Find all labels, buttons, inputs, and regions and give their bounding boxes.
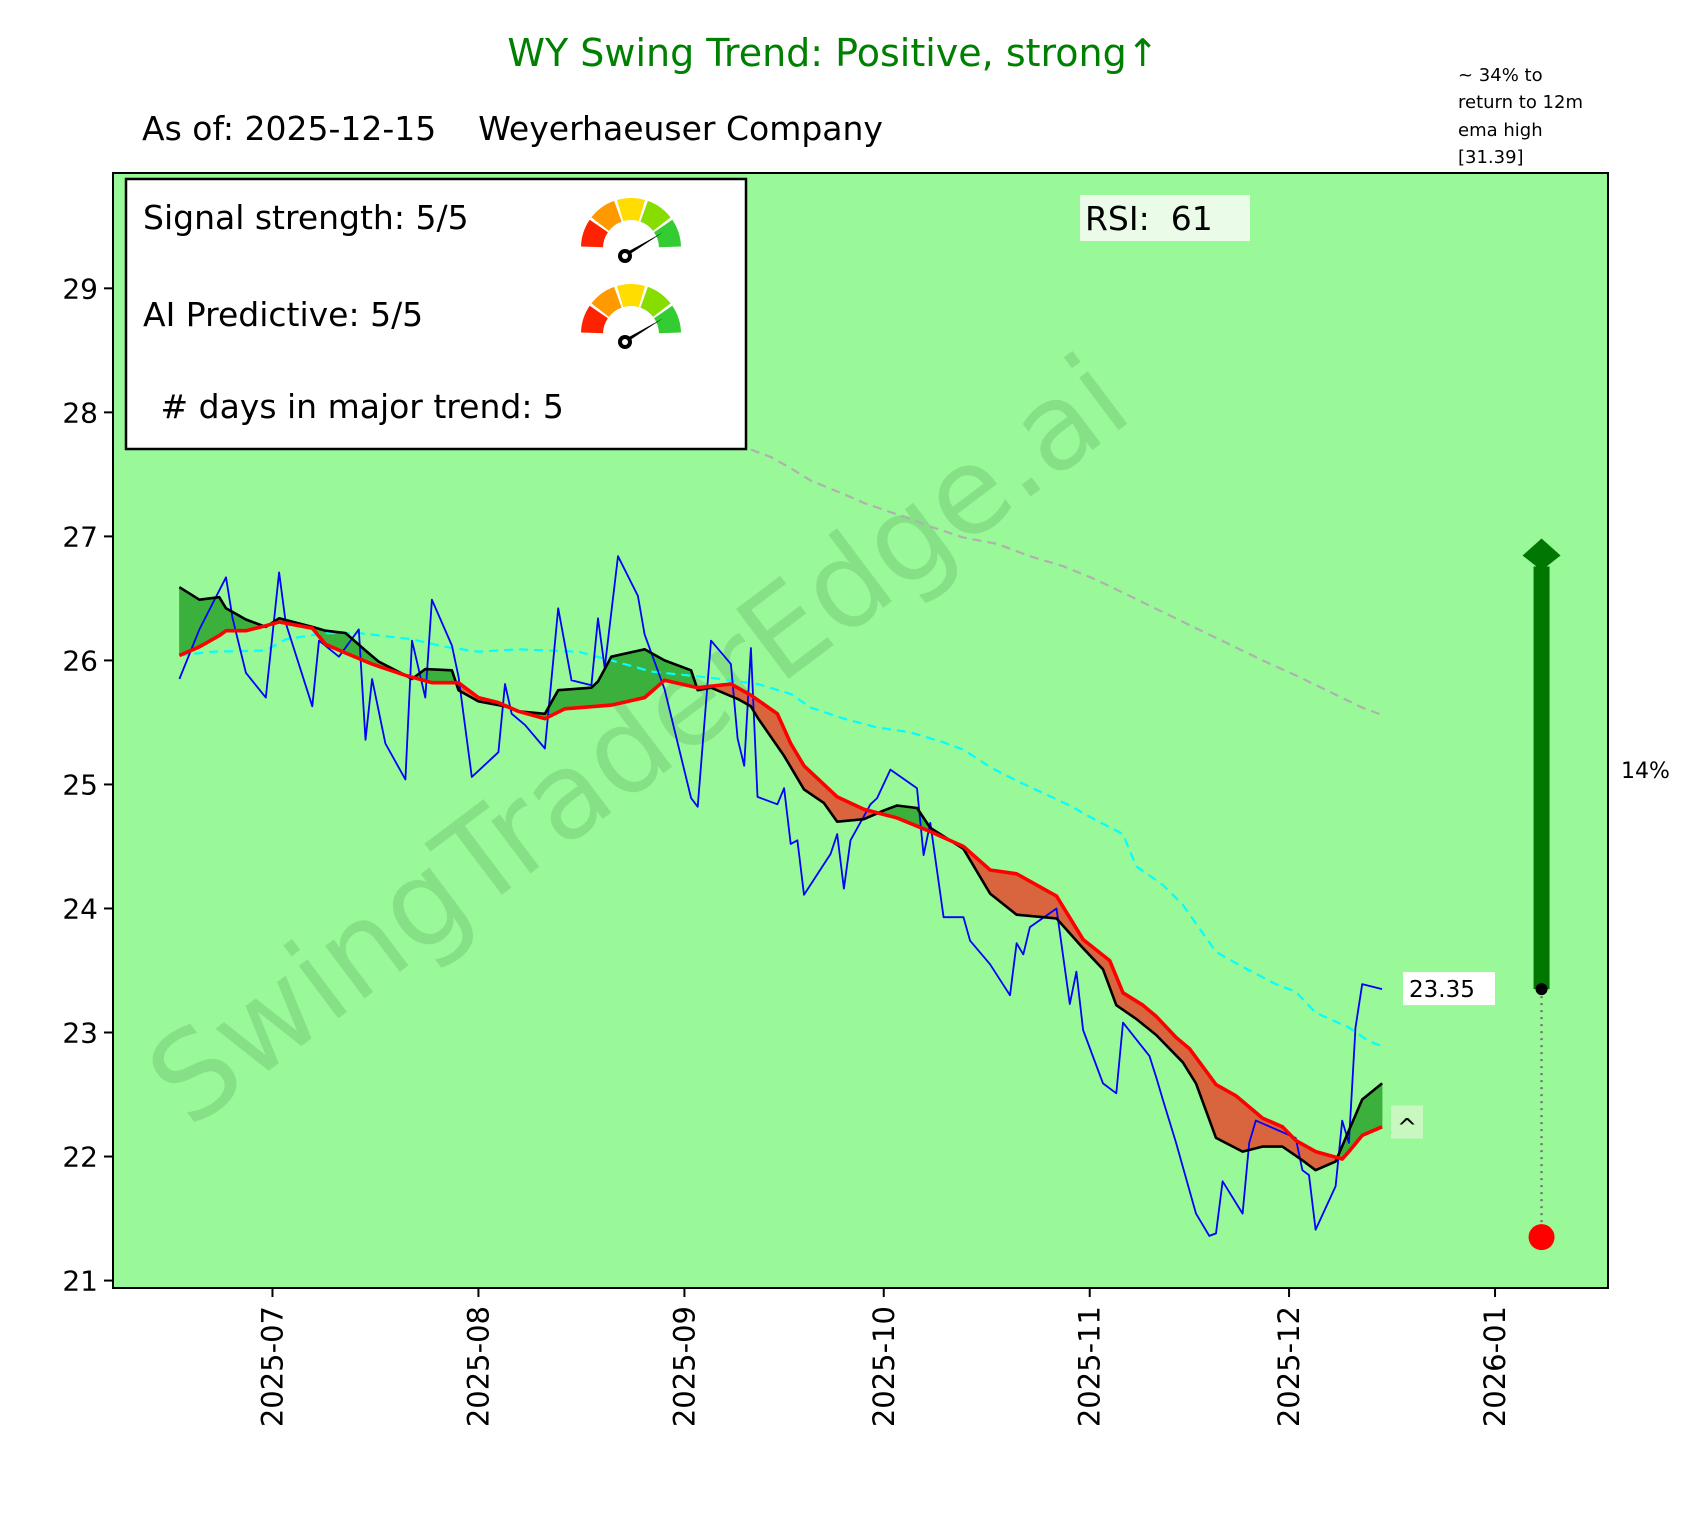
y-tick-label: 23 [62,1017,98,1050]
corner-note-line: return to 12m [1458,92,1583,113]
gauge-segment [591,286,622,317]
info-box-frame [124,177,748,451]
gauge-segment [617,198,645,222]
ai-gauge-icon [581,284,681,349]
ema-fill-segment [1022,876,1031,917]
ema-fill-segment [1016,873,1024,916]
stop-marker-dot [1528,1224,1555,1251]
gauge-segment [591,200,622,231]
ai-predictive-label: AI Predictive: 5/5 [143,295,423,334]
mid-ema-line [179,632,1383,1048]
ema-fill-segment [1215,1084,1223,1142]
ema-fill-segment [212,596,220,640]
target-arrow-head-icon [1522,538,1561,571]
close-price-line [178,555,1383,1237]
signal-marker-label: ^ [1397,1114,1417,1142]
x-tick-label: 2025-11 [1073,1306,1107,1427]
ema-fill-segment [584,687,592,708]
x-tick-label: 2025-12 [1272,1306,1306,1427]
corner-note: ~ 34% to return to 12m ema high [31.39] [1458,65,1583,168]
gauge-segment [581,219,608,248]
ema-fill-segment [630,650,639,701]
corner-note-line: ema high [1458,120,1543,141]
ema-fill-segment [1375,1082,1383,1131]
y-tick-label: 21 [62,1265,98,1298]
x-tick-label: 2025-08 [461,1306,495,1427]
ema-fill-segment [564,688,572,710]
ema-fill-segment [185,590,194,654]
ema-fill-segment [1368,1088,1376,1134]
ema-fill-segment [1009,872,1017,916]
ema-fill-segment [611,654,619,706]
corner-note-line: [31.39] [1458,147,1524,168]
ema-fill-segment [1029,880,1037,917]
ema-fill-segment [1222,1087,1230,1146]
y-tick-label: 28 [62,396,98,429]
corner-note-line: ~ 34% to [1458,65,1543,86]
rsi-box [1080,195,1250,241]
ema-fill-segment [637,648,645,700]
target-pct-label: 14% [1621,759,1670,784]
long-ema-line [178,620,1383,1161]
12m-ema-line [750,448,1383,717]
signal-strength-label: Signal strength: 5/5 [143,198,469,237]
gauge-segment [581,305,608,334]
days-in-trend-label: # days in major trend: 5 [150,387,564,426]
rsi-label: RSI: 61 [1085,199,1213,238]
y-tick-label: 27 [62,520,98,553]
gauge-segment [654,305,681,334]
gauge-hub-center [622,253,628,259]
last-price-label: 23.35 [1409,977,1475,1003]
y-tick-label: 24 [62,892,98,925]
ema-fill-segment [1228,1091,1237,1149]
gauge-segment [640,286,671,317]
gauge-segment [654,219,681,248]
ema-fill-segment [617,653,625,704]
ema-fill-segment [624,651,632,703]
gauge-hub-center [622,339,628,345]
ema-fill-segment [438,669,446,684]
y-tick-label: 22 [62,1141,98,1174]
y-tick-label: 26 [62,644,98,677]
signal-marker-box [1391,1105,1423,1139]
plot-frame [112,172,1609,1289]
y-tick-label: 25 [62,768,98,801]
x-tick-label: 2025-10 [867,1306,901,1427]
chart-subtitle: As of: 2025-12-15 Weyerhaeuser Company [142,109,883,148]
ema-fill-segment [431,669,439,684]
signal-gauge-icon [581,198,681,263]
ema-fill-segment [577,687,586,709]
x-tick-label: 2026-01 [1478,1306,1512,1427]
ema-fill-segment [571,688,579,709]
ema-fill-segment [1235,1095,1243,1153]
x-tick-label: 2025-07 [255,1306,289,1427]
y-tick-label: 29 [62,272,98,305]
ema-fill-segment [444,669,453,684]
ema-fill-segment [179,586,187,656]
gauge-segment [617,284,645,308]
short-ema-line [178,586,1383,1172]
x-tick-label: 2025-09 [667,1306,701,1427]
info-box: Signal strength: 5/5 AI Predictive: 5/5 … [124,177,748,451]
current-price-dot [1535,983,1548,996]
gauge-segment [640,200,671,231]
chart-title: WY Swing Trend: Positive, strong↑ [507,31,1158,75]
last-price-box [1403,972,1495,1006]
